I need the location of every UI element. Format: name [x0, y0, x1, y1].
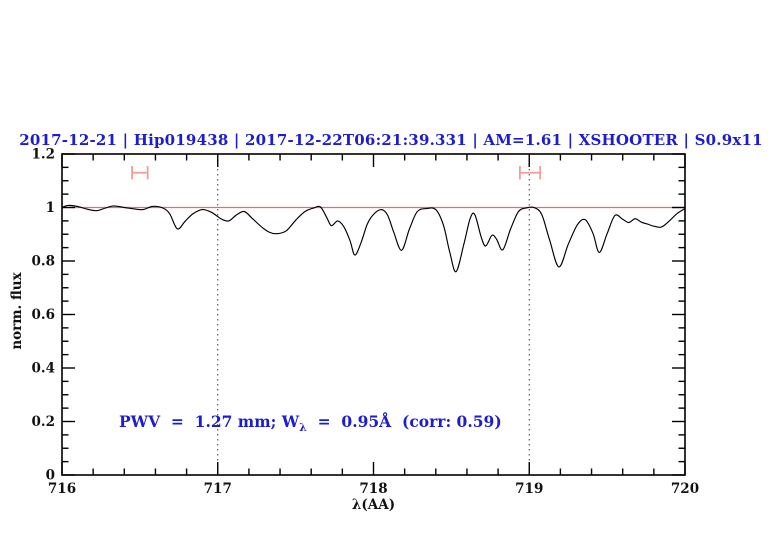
pwv-annotation-prefix: PWV = 1.27 mm; W [119, 412, 300, 431]
y-tick-label: 0.6 [32, 307, 56, 323]
y-tick-label: 1.2 [32, 147, 56, 163]
plot-title: 2017-12-21 | Hip019438 | 2017-12-22T06:2… [19, 131, 763, 149]
plot-frame [61, 153, 686, 476]
y-tick-label: 0.4 [32, 361, 56, 377]
pwv-annotation-suffix: = 0.95Å (corr: 0.59) [306, 412, 502, 431]
x-tick-label: 718 [359, 481, 387, 497]
pwv-annotation-lambda-subscript: λ [299, 421, 307, 435]
x-tick-label: 720 [671, 481, 699, 497]
x-axis-label: λ(AA) [351, 497, 396, 513]
y-tick-label: 0 [46, 468, 55, 484]
y-tick-label: 1 [46, 200, 55, 216]
y-tick-label: 0.2 [32, 414, 56, 430]
x-tick-label: 717 [204, 481, 232, 497]
y-tick-label: 0.8 [32, 254, 56, 270]
pwv-annotation: PWV = 1.27 mm; Wλ = 0.95Å (corr: 0.59) [119, 412, 502, 434]
x-tick-label: 716 [48, 481, 76, 497]
x-tick-label: 719 [515, 481, 543, 497]
spectrum-curve [61, 204, 686, 273]
y-axis-label: norm. flux [9, 272, 25, 350]
